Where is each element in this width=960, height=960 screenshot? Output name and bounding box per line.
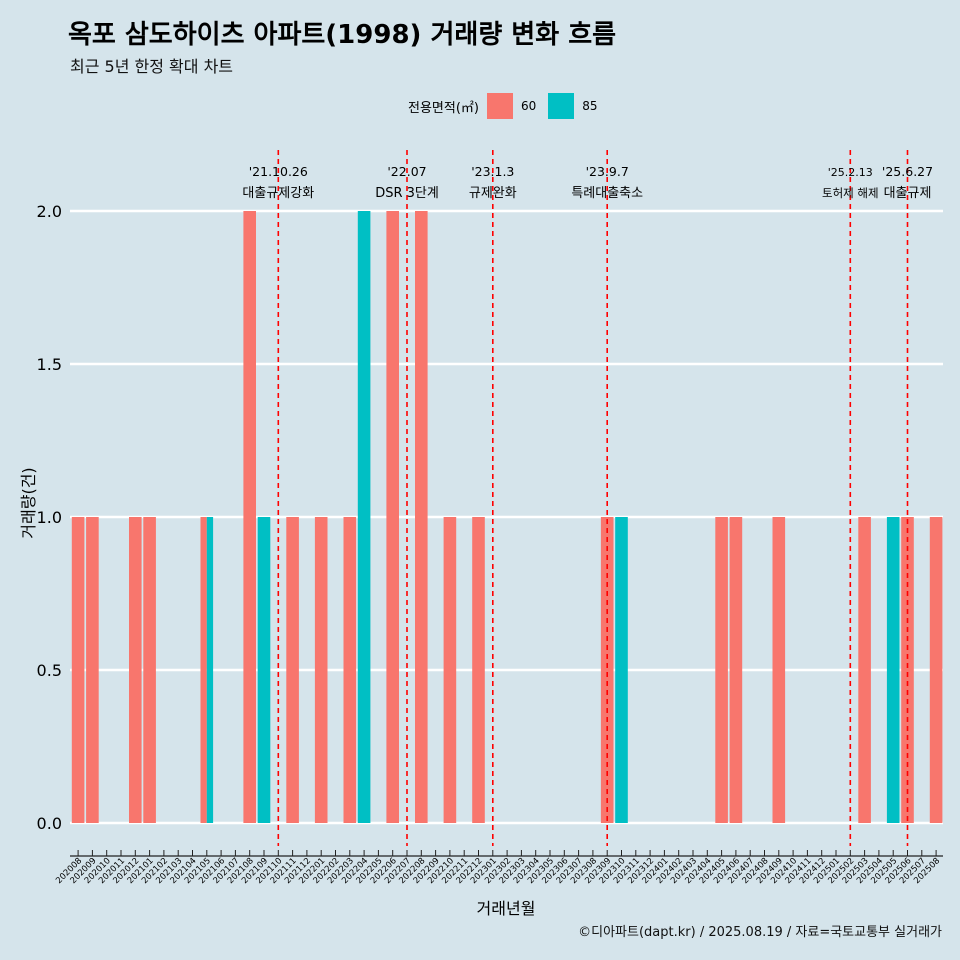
bar-60-202206 (386, 211, 399, 823)
legend-key-60 (486, 93, 513, 119)
bar-60-202210 (443, 517, 457, 823)
source-caption: ©디아파트(dapt.kr) / 2025.08.19 / 자료=국토교통부 실… (578, 925, 942, 940)
event-date-label: '23.9.7 (586, 164, 629, 179)
event-text-label: 대출규제 (884, 186, 932, 201)
event-date-label: '25.2.13 (828, 166, 873, 179)
y-tick-label: 0.0 (37, 814, 62, 833)
y-tick-label: 2.0 (37, 202, 62, 221)
event-date-label: '25.6.27 (882, 164, 933, 179)
bar-60-202208 (415, 211, 428, 823)
bar-60-202009 (86, 517, 99, 823)
legend: 전용면적(㎡) 60 85 (408, 92, 610, 120)
bar-60-202508 (929, 517, 943, 823)
legend-key-85 (548, 93, 575, 119)
bar-60-202008 (71, 517, 85, 823)
bar-60-202406 (729, 517, 743, 823)
event-date-label: '21.10.26 (249, 164, 308, 179)
bar-60-202105 (200, 517, 207, 823)
bar-85-202310 (615, 517, 628, 823)
event-text-label: 대출규제강화 (242, 186, 314, 201)
x-axis-title: 거래년월 (477, 899, 536, 918)
event-text-label: 토허제 해제 (822, 186, 879, 200)
bar-60-202201 (314, 517, 328, 823)
y-tick-label: 1.5 (37, 355, 62, 374)
chart-title: 옥포 삼도하이츠 아파트(1998) 거래량 변화 흐름 (68, 20, 617, 50)
bar-60-202503 (858, 517, 871, 823)
y-tick-label: 1.0 (37, 508, 62, 527)
event-date-label: '23.1.3 (471, 164, 514, 179)
bar-85-202204 (357, 211, 371, 823)
legend-label-85: 85 (582, 99, 598, 113)
chart-subtitle: 최근 5년 한정 확대 차트 (70, 57, 234, 76)
bar-85-202109 (257, 517, 271, 823)
event-text-label: 특례대출축소 (571, 186, 643, 201)
bar-85-202105 (206, 517, 214, 823)
bar-60-202409 (772, 517, 786, 823)
legend-title: 전용면적(㎡) (408, 100, 479, 116)
event-text-label: DSR 3단계 (375, 186, 439, 201)
bar-60-202212 (472, 517, 485, 823)
event-date-label: '22.07 (387, 164, 426, 179)
bar-60-202111 (286, 517, 299, 823)
bar-60-202203 (343, 517, 357, 823)
y-axis-title: 거래량(건) (19, 467, 38, 538)
bar-60-202309 (600, 517, 614, 823)
bar-60-202101 (143, 517, 156, 823)
legend-label-60: 60 (520, 99, 537, 113)
event-text-label: 규제완화 (469, 186, 517, 201)
y-tick-label: 0.5 (37, 661, 62, 680)
bar-60-202108 (243, 211, 256, 823)
bar-60-202405 (715, 517, 728, 823)
bar-60-202012 (129, 517, 142, 823)
bar-60-202506 (901, 517, 914, 823)
bar-85-202505 (886, 517, 900, 823)
